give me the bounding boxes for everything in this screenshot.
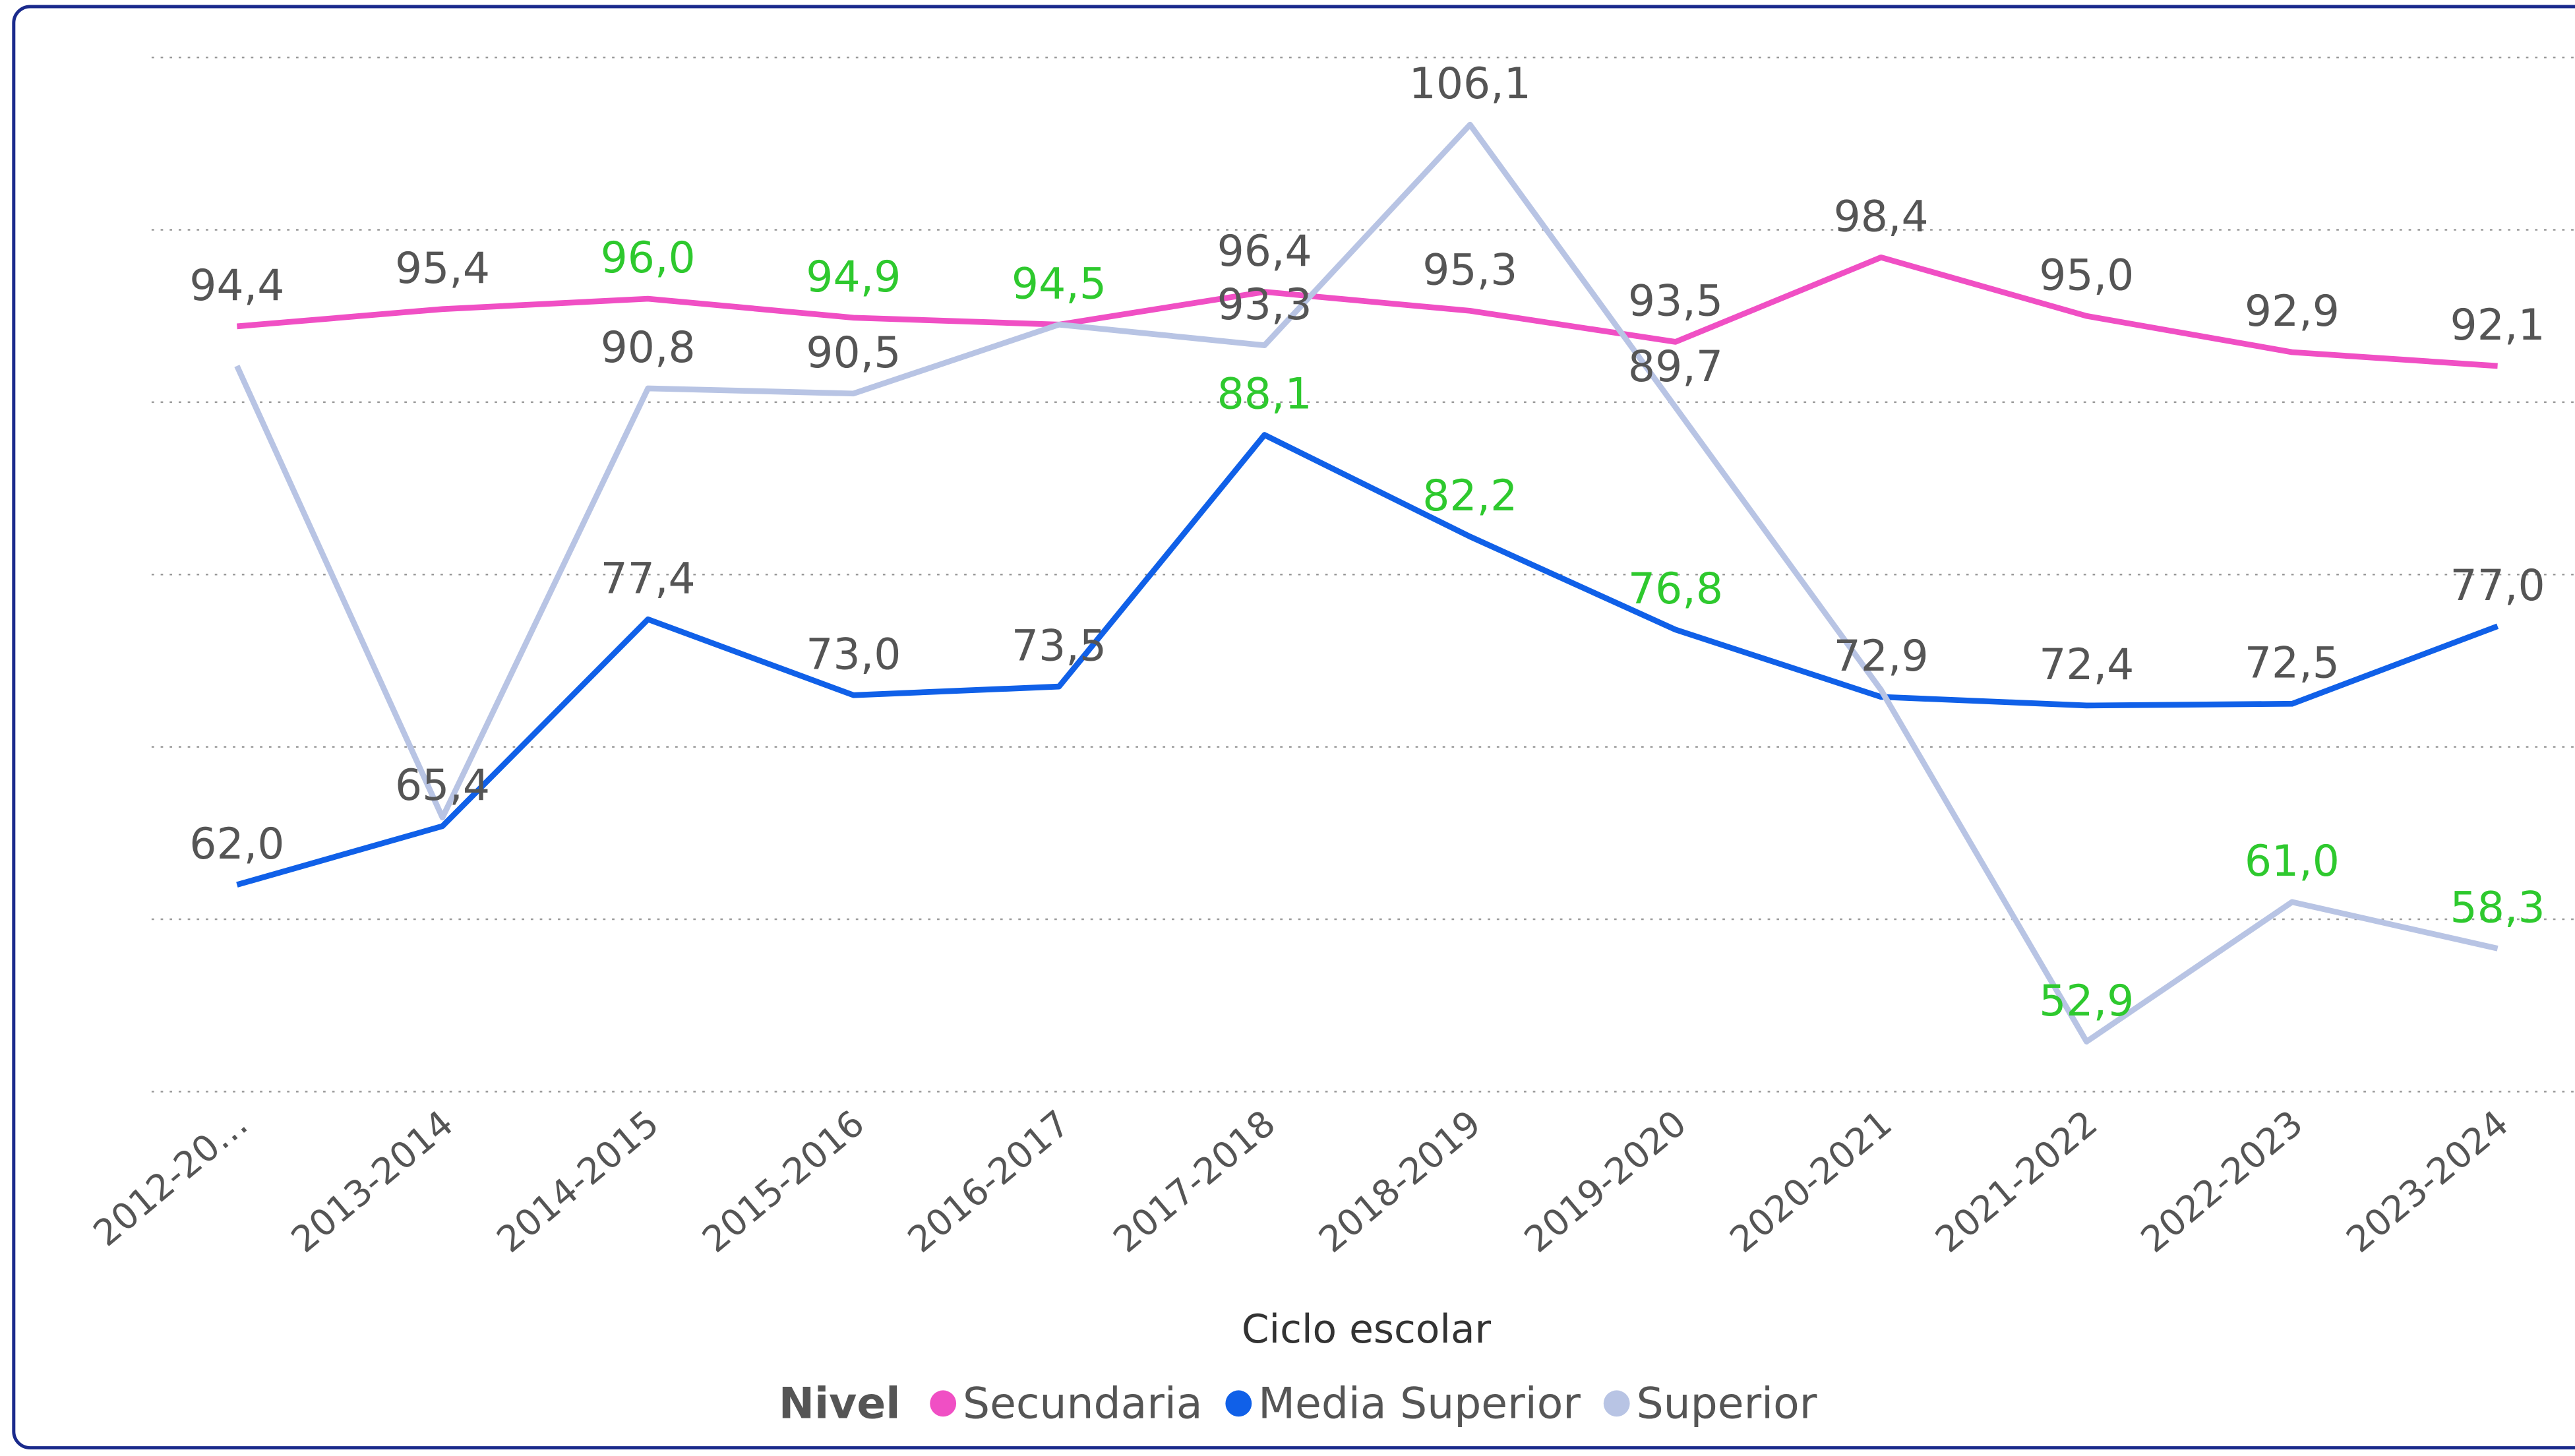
data-label: 93,5 (1628, 277, 1723, 326)
data-label: 73,0 (806, 630, 901, 679)
data-label: 95,4 (395, 244, 490, 293)
data-label: 77,0 (2450, 561, 2545, 611)
legend-label: Media Superior (1258, 1380, 1581, 1429)
data-label: 94,9 (806, 253, 901, 302)
data-label: 65,4 (395, 761, 490, 810)
data-label: 52,9 (2039, 977, 2134, 1026)
legend-marker (930, 1390, 957, 1417)
data-label: 77,4 (601, 554, 696, 603)
data-label: 93,3 (1217, 280, 1312, 330)
data-label: 92,9 (2245, 287, 2340, 336)
x-axis-label: Ciclo escolar (1242, 1307, 1492, 1352)
data-label: 61,0 (2245, 837, 2340, 886)
data-label: 72,5 (2245, 638, 2340, 688)
data-label: 89,7 (1628, 342, 1723, 392)
data-label: 96,4 (1217, 227, 1312, 276)
legend: Nivel Secundaria Media Superior Superior (779, 1380, 1817, 1429)
data-label: 73,5 (1012, 621, 1106, 671)
series-line (236, 254, 2498, 369)
data-label: 95,3 (1422, 246, 1517, 295)
data-label: 95,0 (2039, 251, 2134, 300)
data-label: 98,4 (1834, 192, 1929, 241)
data-label: 72,9 (1834, 632, 1929, 681)
data-label: 94,5 (1012, 259, 1106, 309)
data-label: 94,4 (189, 261, 284, 311)
data-label: 58,3 (2450, 884, 2545, 933)
data-label: 82,2 (1422, 471, 1517, 521)
legend-label: Secundaria (963, 1380, 1203, 1429)
data-label: 96,0 (601, 233, 696, 283)
frame (12, 5, 2575, 1450)
legend-label: Superior (1637, 1380, 1817, 1429)
legend-marker (1225, 1390, 1252, 1417)
data-label: 90,8 (601, 323, 696, 373)
data-label: 106,1 (1409, 59, 1531, 109)
data-label: 88,1 (1217, 370, 1312, 419)
data-label: 76,8 (1628, 564, 1723, 614)
series-line (234, 121, 2499, 1045)
legend-title: Nivel (779, 1380, 901, 1429)
data-label: 72,4 (2039, 640, 2134, 690)
legend-marker (1603, 1390, 1630, 1417)
data-label: 92,1 (2450, 301, 2545, 350)
series-line (236, 432, 2499, 888)
data-label: 90,5 (806, 328, 901, 378)
data-label: 62,0 (189, 820, 284, 869)
